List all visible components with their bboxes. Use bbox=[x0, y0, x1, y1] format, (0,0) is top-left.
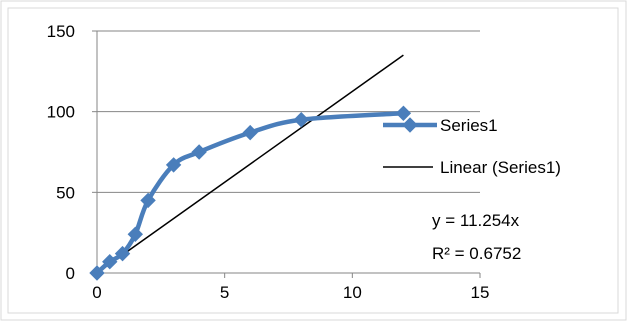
y-tick-label: 100 bbox=[47, 103, 75, 122]
series-layer bbox=[89, 105, 412, 281]
legend-series-label: Series1 bbox=[440, 116, 498, 135]
data-point-marker bbox=[242, 124, 258, 141]
y-tick-label: 0 bbox=[66, 264, 75, 283]
x-tick-label: 0 bbox=[92, 283, 101, 302]
data-point-marker bbox=[293, 112, 309, 128]
axes bbox=[92, 30, 481, 278]
x-tick-label: 10 bbox=[343, 283, 362, 302]
gridlines bbox=[97, 30, 480, 193]
trendline-linear bbox=[96, 54, 404, 274]
series-line bbox=[94, 111, 406, 276]
tick-label-layer: 0 50 100 150 0 5 10 15 bbox=[47, 22, 490, 302]
data-point-marker bbox=[89, 265, 105, 281]
y-tick-label: 50 bbox=[56, 183, 75, 202]
legend-series-marker bbox=[402, 117, 418, 133]
data-point-marker bbox=[127, 226, 144, 242]
x-tick-label: 15 bbox=[471, 283, 490, 302]
trendline-layer bbox=[96, 54, 404, 274]
data-point-marker bbox=[114, 245, 131, 262]
trendline-r2-label: R² = 0.6752 bbox=[432, 244, 521, 263]
legend-trendline-label: Linear (Series1) bbox=[440, 158, 561, 177]
x-tick-label: 5 bbox=[220, 283, 229, 302]
trendline-equation-label: y = 11.254x bbox=[432, 211, 520, 230]
legend: Series1 Linear (Series1) bbox=[383, 116, 561, 177]
plot-area-border bbox=[7, 7, 619, 314]
data-point-marker bbox=[191, 144, 207, 160]
data-point-marker bbox=[395, 105, 412, 121]
data-point-marker bbox=[140, 192, 156, 209]
data-point-marker bbox=[102, 253, 118, 270]
data-point-marker bbox=[165, 157, 182, 173]
y-tick-label: 150 bbox=[47, 22, 75, 41]
